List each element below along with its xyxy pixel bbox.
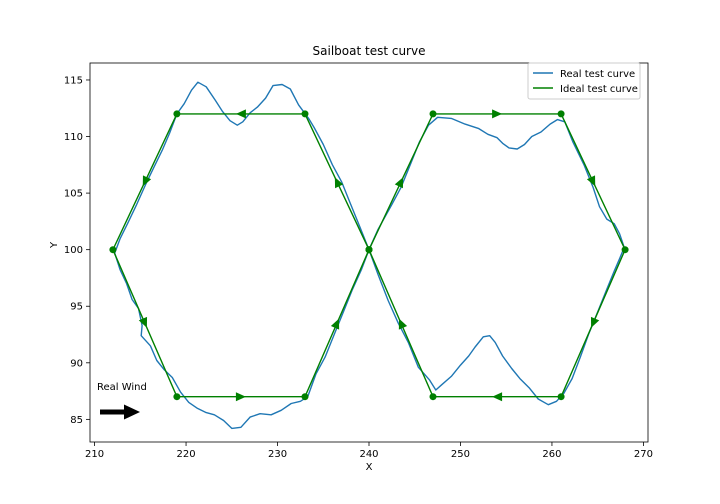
ideal-waypoint-marker: [173, 110, 181, 118]
legend-label-ideal: Ideal test curve: [560, 84, 638, 95]
direction-arrow-marker: [235, 109, 246, 119]
direction-arrow-marker: [142, 175, 152, 187]
legend: Real test curve Ideal test curve: [527, 62, 641, 100]
ideal-waypoint-marker: [621, 246, 629, 254]
ideal-waypoint-marker: [109, 246, 117, 254]
y-tick-label: 95: [70, 302, 83, 313]
ideal-waypoint-marker: [301, 393, 309, 401]
y-axis: 85 90 95 100 105 110 115: [64, 75, 90, 426]
y-tick-label: 90: [70, 358, 83, 369]
direction-arrow-marker: [138, 316, 148, 328]
x-tick-label: 260: [542, 449, 561, 460]
legend-box: [527, 62, 641, 100]
direction-arrow-marker: [398, 318, 408, 330]
legend-label-real: Real test curve: [560, 69, 635, 80]
y-tick-label: 100: [64, 245, 83, 256]
x-axis-label: X: [366, 462, 373, 473]
x-axis: 210 220 230 240 250 260 270: [85, 442, 653, 460]
direction-arrow-marker: [590, 316, 600, 328]
direction-arrow-marker: [492, 392, 503, 402]
direction-arrow-marker: [330, 318, 340, 330]
direction-arrow-marker: [235, 392, 246, 402]
x-tick-label: 270: [634, 449, 653, 460]
direction-arrow-marker: [394, 177, 404, 189]
wind-arrow-icon: [100, 404, 140, 420]
x-tick-label: 230: [268, 449, 287, 460]
ideal-waypoint-marker: [557, 393, 565, 401]
wind-annotation-label: Real Wind: [97, 382, 147, 393]
direction-arrow-marker: [334, 177, 344, 189]
chart-title: Sailboat test curve: [313, 44, 426, 58]
ideal-waypoint-marker: [365, 246, 373, 254]
ideal-waypoint-marker: [429, 393, 437, 401]
ideal-waypoint-marker: [301, 110, 309, 118]
y-tick-label: 115: [64, 75, 83, 86]
x-tick-label: 210: [85, 449, 104, 460]
x-tick-label: 220: [177, 449, 196, 460]
x-tick-label: 250: [451, 449, 470, 460]
y-axis-label: Y: [49, 241, 60, 249]
y-tick-label: 110: [64, 132, 83, 143]
ideal-waypoint-marker: [557, 110, 565, 118]
direction-arrow-marker: [492, 109, 503, 119]
direction-arrow-marker: [586, 175, 596, 187]
y-tick-label: 85: [70, 415, 83, 426]
ideal-waypoint-marker: [173, 393, 181, 401]
x-tick-label: 240: [359, 449, 378, 460]
ideal-waypoint-marker: [429, 110, 437, 118]
series-line-real-test-curve: [113, 81, 625, 430]
y-tick-label: 105: [64, 189, 83, 200]
